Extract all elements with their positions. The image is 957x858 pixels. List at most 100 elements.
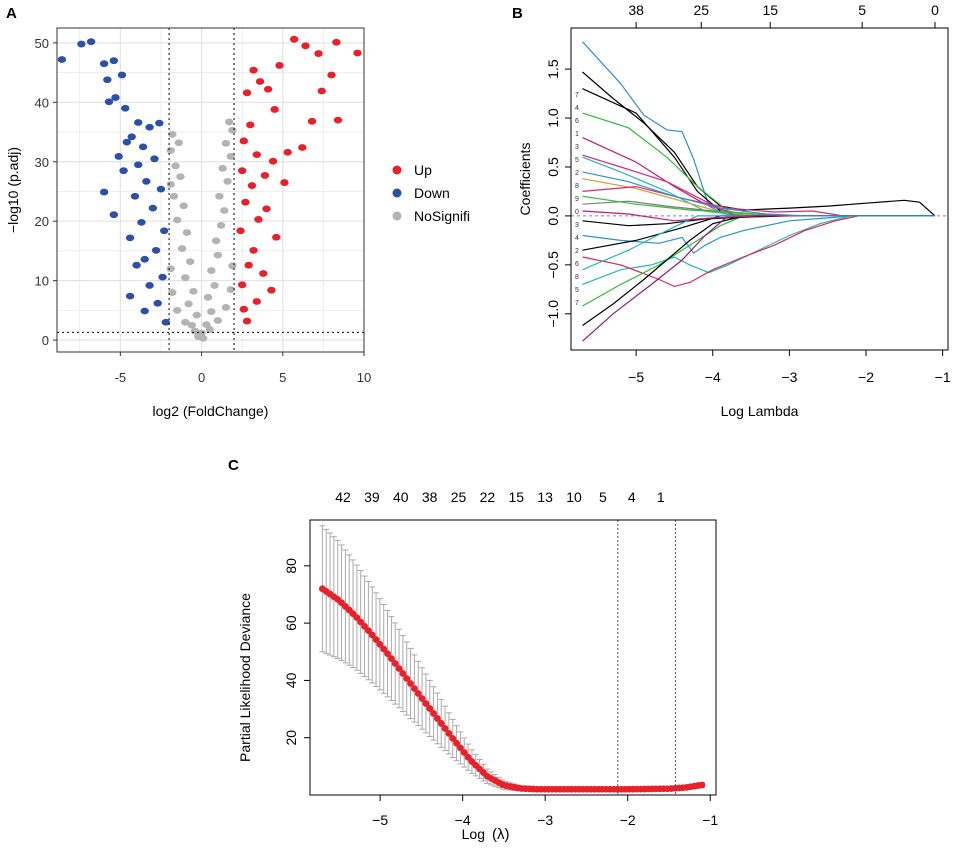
panel-c-top-tick-label: 40: [393, 489, 409, 505]
panel-b-variable-label: 3: [575, 222, 579, 229]
panel-c-deviance-point: [698, 781, 706, 789]
panel-b-y-tick-label: −1.0: [545, 300, 561, 328]
panel-a-point-nosignifi: [226, 153, 236, 160]
panel-a-point-up: [263, 85, 273, 93]
panel-a-point-down: [155, 119, 164, 127]
panel-b-label: B: [512, 5, 523, 22]
panel-c-x-axis-lambda: (λ): [492, 826, 510, 843]
panel-b-variable-label: 7: [575, 92, 579, 99]
panel-a-point-nosignifi: [173, 216, 182, 224]
panel-a-volcano-plot: A -5 0 5 10 0 10 20 30 40 50 log2 (FoldChange) −log…: [5, 5, 470, 419]
panel-a-point-nosignifi: [187, 321, 197, 329]
panel-b-coefficient-path: [582, 215, 935, 251]
panel-a-point-up: [259, 270, 268, 277]
panel-c-deviance-point: [445, 730, 453, 737]
panel-c-deviance-point: [380, 645, 388, 653]
panel-c-top-tick-label: 22: [480, 489, 496, 505]
panel-a-y-tick-label: 20: [35, 214, 49, 229]
panel-a-point-down: [109, 211, 119, 219]
panel-a-legend-label-nosignifi: NoSignifi: [414, 208, 470, 224]
panel-b-variable-label: 5: [575, 287, 579, 294]
panel-a-point-up: [242, 317, 252, 325]
panel-a-point-down: [57, 56, 67, 63]
panel-c-top-tick-label: 13: [537, 489, 553, 505]
panel-c-deviance-point: [391, 660, 399, 667]
panel-a-point-up: [244, 261, 253, 269]
panel-a-point-nosignifi: [166, 265, 175, 273]
panel-a-point-nosignifi: [226, 286, 236, 293]
panel-c-deviance-point: [411, 685, 418, 692]
panel-a-point-up: [262, 205, 271, 213]
panel-b-coefficient-path: [582, 215, 935, 254]
panel-b-coefficient-path: [582, 210, 935, 222]
panel-a-point-up: [283, 148, 292, 156]
panel-c-cv-deviance: C −5 −4 −3 −2 −1 42 39 40 38 25 22 15 13 10 5 4 1 20 40 60 8…: [228, 457, 718, 843]
panel-a-y-tick-label: 0: [42, 333, 49, 348]
panel-c-top-tick-label: 15: [509, 489, 525, 505]
panel-c-x-tick-label: −5: [372, 812, 388, 828]
panel-a-point-up: [252, 298, 261, 305]
panel-a-point-up: [246, 121, 255, 129]
panel-a-point-nosignifi: [207, 308, 216, 315]
panel-a-point-nosignifi: [223, 177, 232, 185]
panel-b-x-tick-label: −5: [628, 369, 644, 385]
panel-c-x-tick-label: −4: [455, 812, 471, 828]
panel-c-top-tick-label: 1: [657, 489, 665, 505]
panel-a-point-down: [132, 261, 141, 269]
panel-a-point-down: [134, 161, 143, 169]
panel-a-point-up: [267, 286, 276, 294]
panel-a-point-nosignifi: [176, 173, 185, 181]
panel-a-point-down: [137, 219, 146, 226]
panel-c-y-tick-label: 20: [283, 730, 299, 746]
panel-a-point-nosignifi: [224, 118, 234, 126]
panel-b-y-tick-label: 0.0: [545, 206, 561, 226]
panel-a-point-nosignifi: [174, 139, 184, 147]
panel-a-point-up: [268, 157, 278, 165]
panel-a-point-nosignifi: [205, 326, 214, 333]
panel-b-x-tick-label: −2: [858, 369, 874, 385]
panel-c-deviance-point: [422, 700, 430, 707]
panel-b-coefficient-path: [582, 112, 935, 217]
panel-c-y-tick-label: 80: [283, 558, 299, 574]
panel-a-legend-key-down: [392, 188, 402, 198]
panel-a-x-axis-title: log2 (FoldChange): [153, 403, 269, 419]
panel-a-label: A: [6, 5, 17, 22]
panel-c-deviance-point: [364, 627, 372, 635]
panel-b-coefficient-path: [582, 215, 935, 342]
panel-c-deviance-point: [376, 640, 384, 648]
panel-a-point-down: [140, 255, 149, 263]
panel-a-point-down: [161, 318, 171, 326]
panel-b-variable-label: 1: [575, 131, 579, 138]
panel-a-point-up: [255, 78, 265, 85]
panel-a-frame: [56, 27, 365, 353]
panel-a-point-nosignifi: [213, 317, 223, 324]
panel-a-point-down: [99, 188, 109, 196]
panel-b-variable-label: 9: [575, 196, 579, 203]
panel-a-point-up: [237, 167, 247, 175]
panel-a-point-nosignifi: [221, 139, 231, 147]
panel-c-deviance-point: [399, 670, 407, 677]
panel-a-point-up: [247, 182, 257, 189]
panel-b-variable-label: 2: [575, 248, 579, 255]
panel-a-point-up: [317, 87, 326, 95]
panel-a-legend-key-nosignifi: [392, 211, 402, 221]
panel-b-variable-label: 4: [575, 235, 579, 242]
panel-a-point-nosignifi: [192, 311, 201, 319]
panel-a-point-up: [236, 227, 245, 235]
panel-a-point-up: [327, 71, 336, 79]
panel-c-top-tick-label: 4: [628, 489, 636, 505]
panel-b-variable-label: 5: [575, 157, 579, 164]
panel-a-point-nosignifi: [190, 327, 200, 335]
panel-a-point-nosignifi: [168, 131, 177, 138]
panel-a-point-nosignifi: [179, 202, 188, 210]
panel-c-deviance-point: [441, 725, 449, 732]
panel-a-point-down: [77, 40, 86, 48]
panel-b-variable-label: 4: [575, 105, 579, 112]
panel-a-point-up: [289, 35, 299, 43]
panel-a-point-nosignifi: [173, 306, 182, 314]
panel-a-point-down: [153, 299, 162, 307]
panel-c-deviance-point: [449, 735, 457, 742]
panel-a-point-nosignifi: [168, 289, 177, 296]
panel-a-point-down: [114, 153, 123, 160]
panel-b-y-axis-title: Coefficients: [517, 143, 533, 216]
